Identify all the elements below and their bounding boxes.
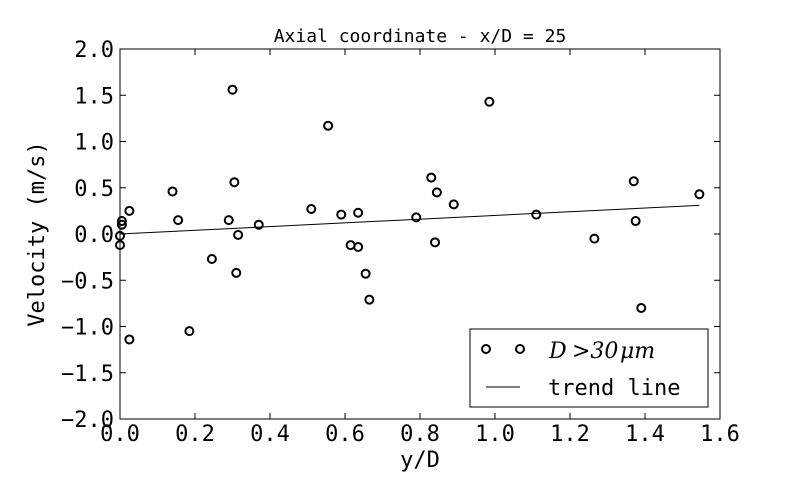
legend-marker-circle bbox=[481, 344, 491, 354]
legend-label-d: D bbox=[548, 339, 567, 364]
y-tick-label: −1.0 bbox=[61, 316, 114, 341]
data-point bbox=[364, 294, 375, 305]
legend-label-unit: μm bbox=[620, 339, 655, 364]
data-point bbox=[233, 229, 244, 240]
data-point bbox=[115, 240, 125, 251]
legend-label-trend: trend line bbox=[548, 376, 680, 401]
x-tick-label: 0.0 bbox=[100, 422, 140, 447]
y-tick-label: −1.5 bbox=[61, 362, 114, 387]
y-axis-ticks: −2.0 −1.5 −1.0 −0.5 0.0 0.5 1.0 1.5 2.0 bbox=[61, 38, 720, 433]
data-point bbox=[223, 215, 234, 226]
y-tick-label: −2.0 bbox=[61, 408, 114, 433]
x-tick-label: 0.4 bbox=[250, 422, 290, 447]
data-point bbox=[360, 268, 371, 279]
chart-title: Axial coordinate - x/D = 25 bbox=[274, 26, 567, 47]
x-tick-label: 1.4 bbox=[625, 422, 665, 447]
x-tick-label: 1.6 bbox=[700, 422, 740, 447]
y-tick-label: 0.5 bbox=[74, 177, 114, 202]
data-point bbox=[124, 334, 135, 345]
legend: D >30 μm trend line bbox=[469, 328, 709, 408]
legend-box bbox=[469, 328, 709, 408]
data-point bbox=[448, 199, 459, 210]
y-tick-label: −0.5 bbox=[61, 269, 114, 294]
legend-marker-circle bbox=[515, 344, 525, 354]
data-point bbox=[430, 237, 440, 248]
trend-line-layer bbox=[119, 204, 700, 235]
data-point bbox=[636, 303, 647, 313]
data-point bbox=[116, 216, 127, 227]
data-point bbox=[124, 205, 135, 216]
data-point bbox=[484, 96, 495, 107]
data-point bbox=[589, 233, 600, 244]
data-point bbox=[336, 209, 347, 220]
y-tick-label: 2.0 bbox=[74, 38, 114, 63]
data-point bbox=[116, 219, 127, 230]
legend-label-threshold: >30 bbox=[572, 339, 618, 364]
y-tick-label: 1.5 bbox=[74, 84, 114, 109]
y-tick-label: 1.0 bbox=[74, 131, 114, 156]
x-axis-label: y/D bbox=[400, 448, 440, 473]
x-tick-label: 1.2 bbox=[550, 422, 590, 447]
data-point bbox=[628, 176, 639, 187]
y-tick-label: 0.0 bbox=[74, 223, 114, 248]
data-point bbox=[531, 209, 542, 220]
data-point bbox=[323, 120, 334, 131]
data-point bbox=[630, 216, 641, 227]
x-tick-label: 0.6 bbox=[325, 422, 365, 447]
data-point bbox=[231, 267, 242, 278]
data-point bbox=[694, 189, 705, 200]
data-point bbox=[253, 219, 264, 230]
data-point bbox=[115, 230, 125, 241]
data-point bbox=[353, 207, 364, 218]
plot-area: 0.0 0.2 0.4 0.6 0.8 1.0 1.2 1.4 1.6 −2.0 −1.5 −1.0… bbox=[61, 38, 740, 447]
data-point bbox=[431, 187, 442, 198]
x-tick-label: 0.8 bbox=[400, 422, 440, 447]
x-tick-label: 0.2 bbox=[175, 422, 215, 447]
x-tick-label: 1.0 bbox=[475, 422, 515, 447]
x-axis-ticks: 0.0 0.2 0.4 0.6 0.8 1.0 1.2 1.4 1.6 bbox=[100, 49, 740, 447]
data-point bbox=[306, 204, 317, 215]
data-point bbox=[184, 326, 195, 337]
y-axis-label: Velocity (m/s) bbox=[25, 141, 50, 326]
data-point bbox=[173, 215, 184, 226]
data-point bbox=[426, 172, 437, 183]
trend-line bbox=[119, 204, 700, 235]
data-point bbox=[227, 84, 238, 95]
data-point bbox=[353, 241, 364, 252]
data-point bbox=[411, 212, 422, 223]
data-point bbox=[167, 186, 178, 197]
data-point bbox=[229, 177, 240, 188]
data-points-layer bbox=[115, 84, 705, 345]
data-point bbox=[206, 253, 217, 264]
